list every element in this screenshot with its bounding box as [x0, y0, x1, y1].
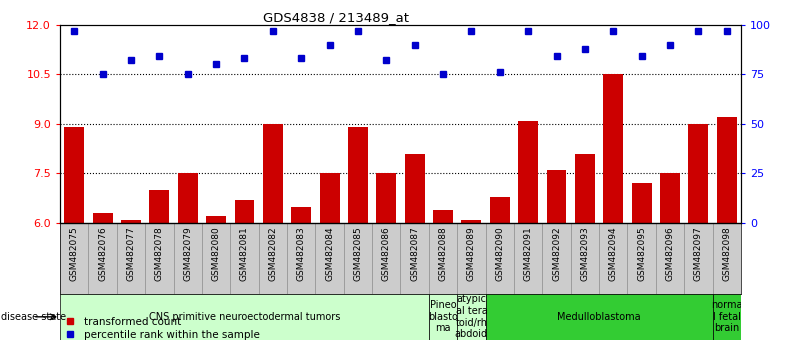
Bar — [88, 223, 117, 294]
Bar — [461, 220, 481, 223]
Bar — [599, 223, 627, 294]
Bar — [490, 196, 509, 223]
Text: GSM482085: GSM482085 — [353, 227, 362, 281]
Bar — [344, 223, 372, 294]
Bar — [150, 190, 169, 223]
Bar — [259, 223, 287, 294]
Bar — [684, 223, 713, 294]
Text: GSM482075: GSM482075 — [70, 227, 78, 281]
Bar — [713, 294, 741, 340]
Bar — [632, 183, 651, 223]
Text: GSM482082: GSM482082 — [268, 227, 277, 281]
Bar — [713, 223, 741, 294]
Text: GSM482090: GSM482090 — [495, 227, 505, 281]
Text: GSM482080: GSM482080 — [211, 227, 220, 281]
Text: Medulloblastoma: Medulloblastoma — [557, 312, 641, 322]
Bar — [174, 223, 202, 294]
Bar — [575, 154, 595, 223]
Bar — [570, 223, 599, 294]
Bar — [688, 124, 708, 223]
Bar — [263, 124, 283, 223]
Text: Pineo
blasto
ma: Pineo blasto ma — [428, 300, 458, 333]
Text: GSM482093: GSM482093 — [581, 227, 590, 281]
Bar — [376, 173, 396, 223]
Bar — [178, 173, 198, 223]
Bar — [60, 294, 429, 340]
Bar — [514, 223, 542, 294]
Text: GSM482076: GSM482076 — [99, 227, 107, 281]
Text: norma
l fetal
brain: norma l fetal brain — [711, 300, 743, 333]
Text: atypic
al tera
toid/rh
abdoid: atypic al tera toid/rh abdoid — [455, 295, 488, 339]
Bar — [429, 294, 457, 340]
Bar — [372, 223, 400, 294]
Bar — [457, 294, 485, 340]
Text: GSM482088: GSM482088 — [439, 227, 448, 281]
Bar — [627, 223, 656, 294]
Text: GSM482087: GSM482087 — [410, 227, 419, 281]
Text: GSM482086: GSM482086 — [382, 227, 391, 281]
Bar — [121, 220, 141, 223]
Bar — [656, 223, 684, 294]
Bar — [93, 213, 113, 223]
Bar — [60, 223, 88, 294]
Text: GSM482084: GSM482084 — [325, 227, 334, 281]
Bar — [542, 223, 570, 294]
Bar — [348, 127, 368, 223]
Bar — [316, 223, 344, 294]
Bar — [660, 173, 680, 223]
Bar — [485, 223, 514, 294]
Text: GSM482091: GSM482091 — [524, 227, 533, 281]
Text: GSM482081: GSM482081 — [240, 227, 249, 281]
Bar — [717, 117, 737, 223]
Bar — [202, 223, 231, 294]
Bar — [287, 223, 316, 294]
Text: GSM482098: GSM482098 — [723, 227, 731, 281]
Bar — [433, 210, 453, 223]
Bar — [485, 294, 713, 340]
Bar — [64, 127, 84, 223]
Text: GSM482083: GSM482083 — [296, 227, 306, 281]
Bar — [457, 223, 485, 294]
Text: GSM482095: GSM482095 — [637, 227, 646, 281]
Bar — [145, 223, 174, 294]
Bar — [206, 216, 226, 223]
Text: disease state: disease state — [1, 312, 66, 322]
Bar — [117, 223, 145, 294]
Bar — [292, 206, 311, 223]
Text: GSM482078: GSM482078 — [155, 227, 164, 281]
Text: CNS primitive neuroectodermal tumors: CNS primitive neuroectodermal tumors — [149, 312, 340, 322]
Bar — [320, 173, 340, 223]
Legend: transformed count, percentile rank within the sample: transformed count, percentile rank withi… — [66, 317, 260, 340]
Text: GDS4838 / 213489_at: GDS4838 / 213489_at — [264, 11, 409, 24]
Text: GSM482096: GSM482096 — [666, 227, 674, 281]
Bar — [518, 121, 538, 223]
Bar — [429, 223, 457, 294]
Bar — [405, 154, 425, 223]
Text: GSM482079: GSM482079 — [183, 227, 192, 281]
Bar — [235, 200, 255, 223]
Bar — [231, 223, 259, 294]
Text: GSM482094: GSM482094 — [609, 227, 618, 281]
Text: GSM482089: GSM482089 — [467, 227, 476, 281]
Bar — [400, 223, 429, 294]
Bar — [603, 74, 623, 223]
Bar — [546, 170, 566, 223]
Text: GSM482097: GSM482097 — [694, 227, 702, 281]
Text: GSM482092: GSM482092 — [552, 227, 561, 281]
Text: GSM482077: GSM482077 — [127, 227, 135, 281]
